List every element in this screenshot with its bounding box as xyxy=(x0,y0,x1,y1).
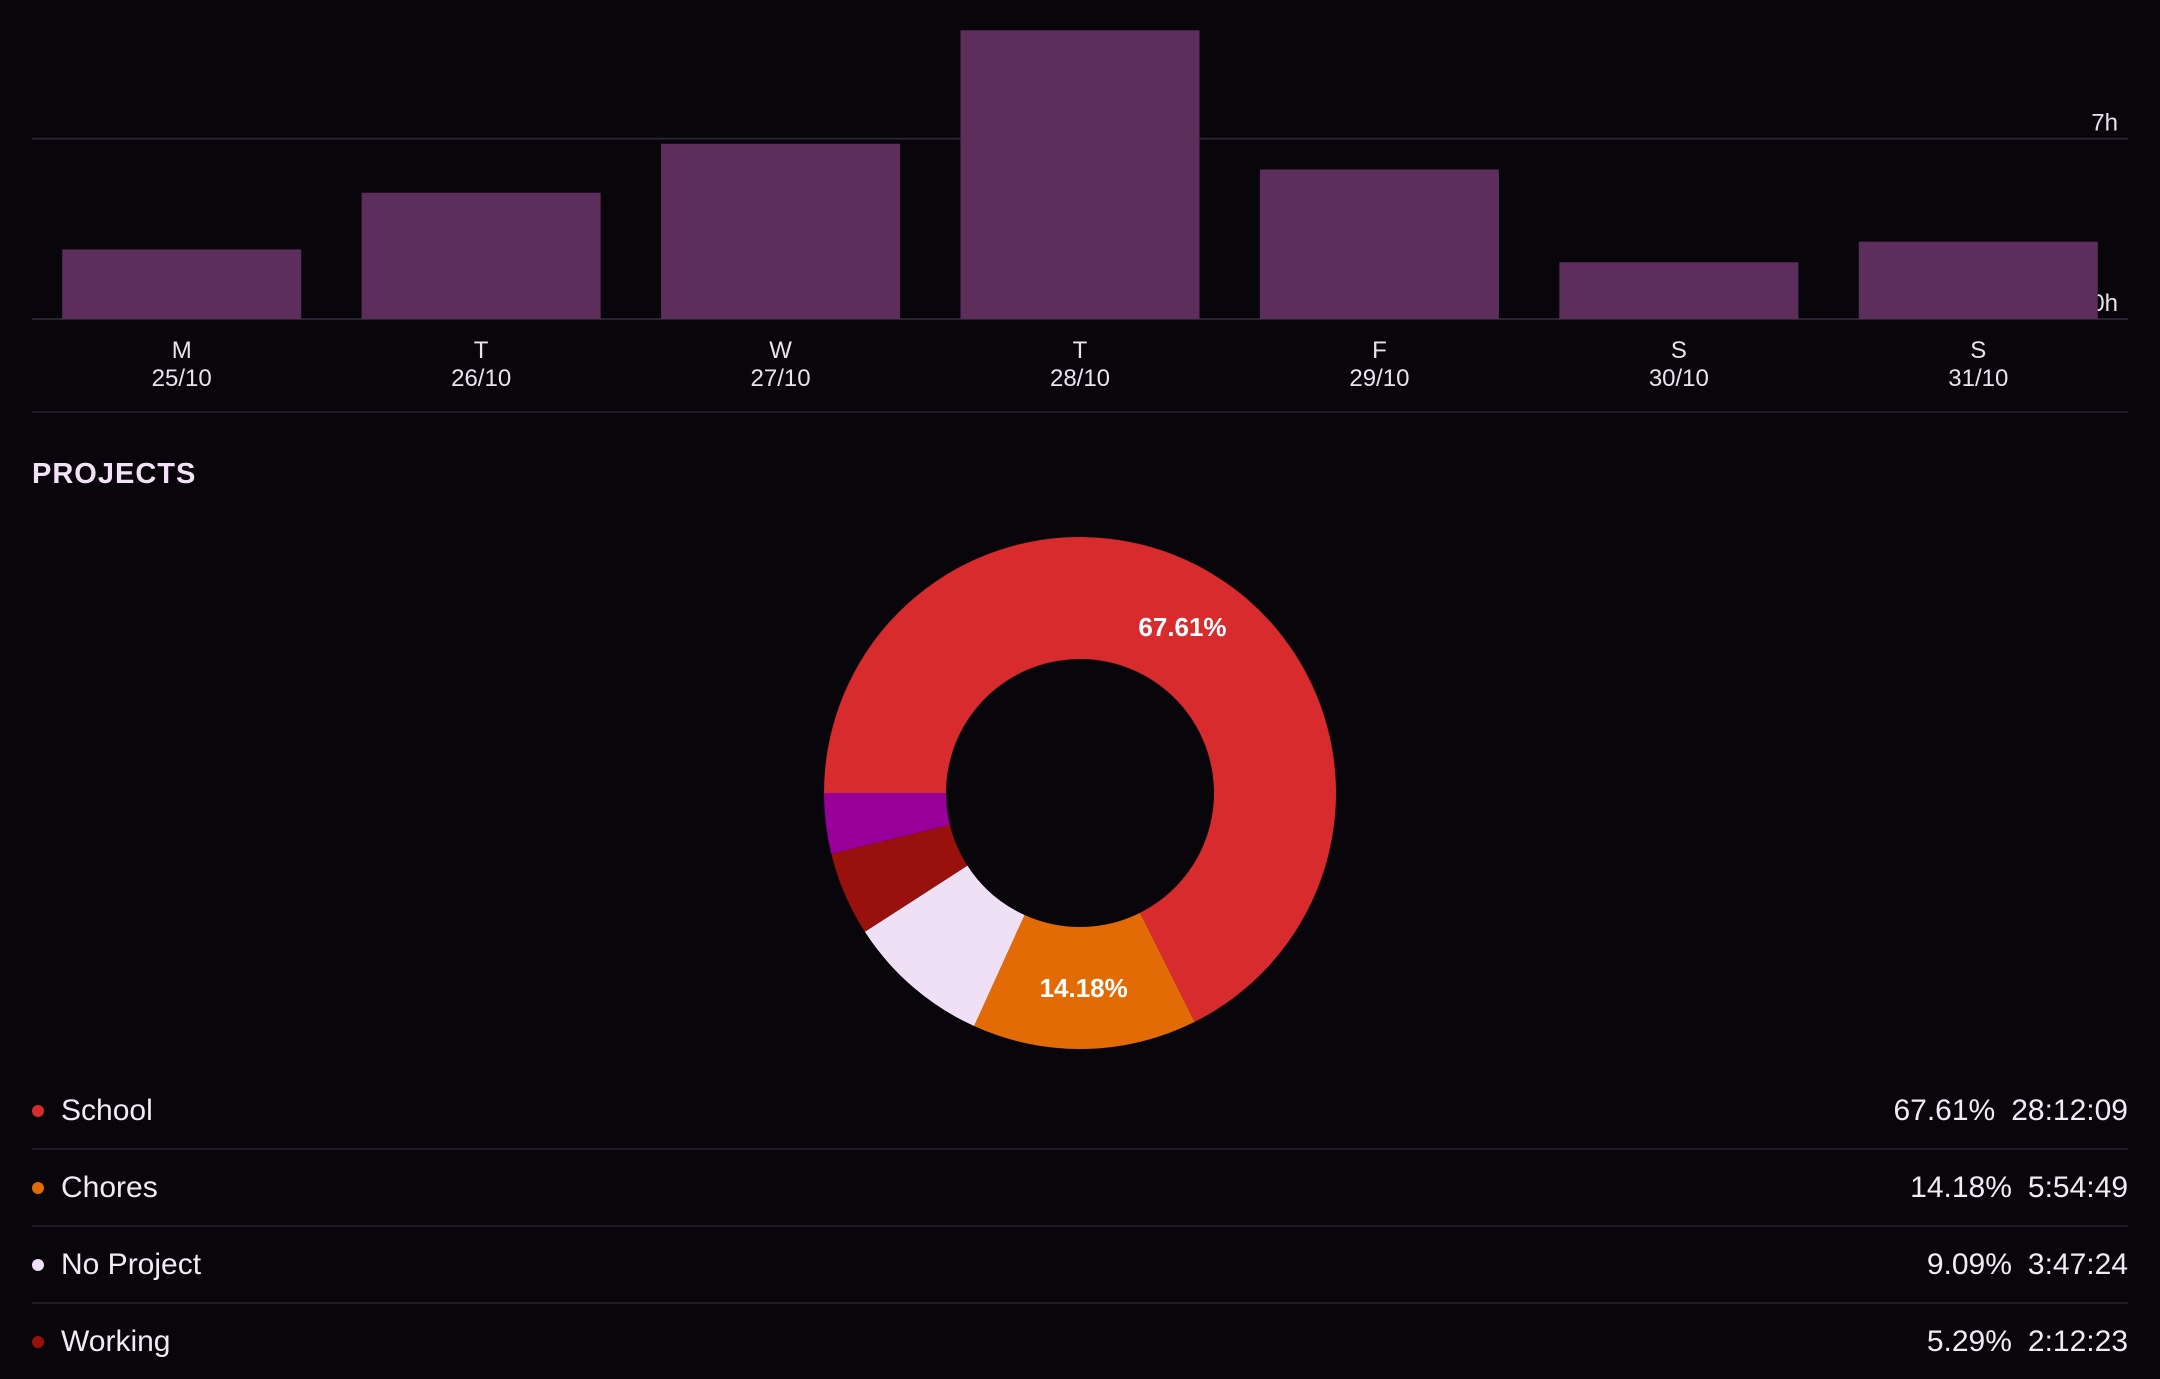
project-time: 2:12:23 xyxy=(2027,1324,2128,1358)
date-label: 29/10 xyxy=(1349,365,1409,392)
weekday-label: M xyxy=(172,337,192,364)
date-label: 25/10 xyxy=(152,365,212,392)
color-dot-icon xyxy=(32,1335,44,1348)
date-label: 26/10 xyxy=(451,365,511,392)
color-dot-icon xyxy=(32,1258,44,1271)
project-name: Chores xyxy=(61,1170,158,1204)
project-time: 5:54:49 xyxy=(2027,1170,2128,1204)
project-percent: 67.61% xyxy=(1893,1093,1996,1127)
project-percent: 14.18% xyxy=(1910,1170,2012,1204)
y-tick-label: 7h xyxy=(2091,110,2118,137)
legend-row-school[interactable]: School 67.61% 28:12:09 xyxy=(32,1073,2128,1150)
day-bar[interactable] xyxy=(661,143,901,319)
projects-donut-chart: 67.61% 14.18% xyxy=(824,537,1336,1049)
date-label: 31/10 xyxy=(1948,365,2008,392)
daily-bar-chart: 7h0hM25/10T26/10W27/10T28/10F29/10S30/10… xyxy=(32,30,2128,392)
slice-percent-label: 14.18% xyxy=(1040,973,1128,1003)
project-stats: 14.18% 5:54:49 xyxy=(1910,1171,2128,1205)
project-stats: 5.29% 2:12:23 xyxy=(1927,1325,2128,1359)
date-label: 27/10 xyxy=(751,365,811,392)
project-name: No Project xyxy=(61,1247,202,1281)
day-bar[interactable] xyxy=(361,192,601,319)
day-bar[interactable] xyxy=(1559,262,1799,319)
color-dot-icon xyxy=(32,1104,44,1117)
date-label: 30/10 xyxy=(1649,365,1709,392)
project-percent: 9.09% xyxy=(1926,1247,2012,1281)
project-time: 3:47:24 xyxy=(2027,1247,2128,1281)
weekday-label: S xyxy=(1671,337,1687,364)
weekday-label: F xyxy=(1372,337,1387,364)
legend-row-working[interactable]: Working 5.29% 2:12:23 xyxy=(32,1304,2128,1379)
donut-slice[interactable] xyxy=(831,824,968,932)
date-label: 28/10 xyxy=(1050,365,1110,392)
donut-slice[interactable] xyxy=(824,793,950,855)
day-bar[interactable] xyxy=(1858,241,2098,319)
projects-legend: School 67.61% 28:12:09 Chores 14.18% 5:54:… xyxy=(32,1073,2128,1379)
legend-row-no-project[interactable]: No Project 9.09% 3:47:24 xyxy=(32,1227,2128,1304)
section-divider xyxy=(32,411,2128,413)
project-stats: 67.61% 28:12:09 xyxy=(1893,1094,2128,1128)
day-bar[interactable] xyxy=(62,249,302,319)
day-bar[interactable] xyxy=(1259,169,1499,320)
weekday-label: W xyxy=(769,337,792,364)
projects-section-title: PROJECTS xyxy=(32,458,197,490)
legend-row-chores[interactable]: Chores 14.18% 5:54:49 xyxy=(32,1150,2128,1227)
donut-slice[interactable] xyxy=(824,537,1336,1022)
weekday-label: S xyxy=(1970,337,1986,364)
weekday-label: T xyxy=(1073,337,1088,364)
project-percent: 5.29% xyxy=(1926,1324,2012,1358)
project-stats: 9.09% 3:47:24 xyxy=(1927,1248,2128,1282)
weekday-label: T xyxy=(474,337,489,364)
project-name: School xyxy=(61,1093,153,1127)
donut-slice[interactable] xyxy=(864,865,1025,1027)
color-dot-icon xyxy=(32,1181,44,1194)
donut-slice[interactable] xyxy=(974,912,1195,1049)
project-time: 28:12:09 xyxy=(2011,1093,2128,1127)
day-bar[interactable] xyxy=(960,30,1200,320)
project-name: Working xyxy=(61,1324,171,1358)
slice-percent-label: 67.61% xyxy=(1138,612,1226,642)
